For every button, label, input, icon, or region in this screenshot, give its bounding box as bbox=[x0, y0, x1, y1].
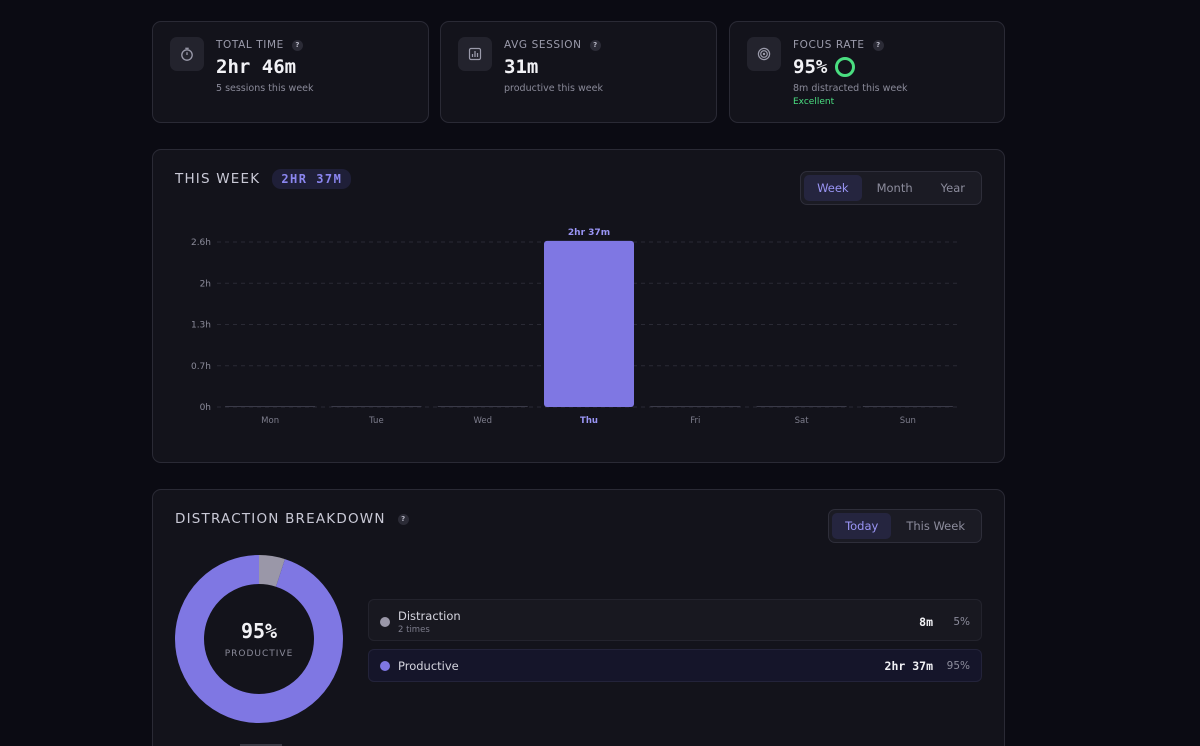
stopwatch-icon bbox=[170, 37, 204, 71]
focus-rating: Excellent bbox=[793, 97, 835, 107]
y-tick-label: 1.3h bbox=[191, 321, 211, 331]
scroll-indicator bbox=[240, 744, 282, 746]
focus-ring-icon bbox=[835, 57, 856, 77]
stat-sub: productive this week bbox=[504, 83, 603, 94]
x-tick-label: Sat bbox=[795, 416, 810, 426]
legend-name: Distraction bbox=[398, 609, 461, 623]
bar bbox=[862, 406, 953, 407]
stat-card-focus-rate: FOCUS RATE? 95% 8m distracted this week … bbox=[729, 21, 1005, 123]
distraction-dot bbox=[380, 617, 390, 627]
stat-label: FOCUS RATE bbox=[793, 39, 865, 51]
x-tick-label: Fri bbox=[690, 416, 700, 426]
weekly-chart-panel: THIS WEEK 2HR 37M Week Month Year 0h 0.7h… bbox=[152, 149, 1005, 463]
legend-name: Productive bbox=[398, 659, 459, 673]
y-tick-label: 2.6h bbox=[191, 238, 211, 248]
legend-time: 8m bbox=[919, 615, 933, 629]
bar bbox=[437, 406, 528, 407]
stat-card-avg-session: AVG SESSION? 31m productive this week bbox=[440, 21, 717, 123]
help-icon[interactable]: ? bbox=[397, 513, 409, 525]
donut-slice-productive bbox=[175, 555, 343, 723]
breakdown-panel: DISTRACTION BREAKDOWN ? Today This Week … bbox=[152, 489, 1005, 746]
legend-row-productive[interactable]: Productive 2hr 37m 95% bbox=[368, 649, 982, 682]
x-tick-label: Sun bbox=[900, 416, 916, 426]
tab-today[interactable]: Today bbox=[832, 513, 892, 539]
stat-value: 95% bbox=[793, 56, 828, 78]
x-tick-label: Wed bbox=[473, 416, 492, 426]
bar bbox=[331, 406, 422, 407]
legend-pct: 5% bbox=[953, 616, 970, 628]
weekly-bar-chart: 0h 0.7h 1.3h 2h 2.6h Mon Tue Wed 2hr 37m Thu Fri Sa… bbox=[191, 228, 961, 426]
help-icon[interactable]: ? bbox=[291, 39, 303, 51]
breakdown-donut: 95% PRODUCTIVE bbox=[175, 555, 343, 723]
help-icon[interactable]: ? bbox=[872, 39, 884, 51]
tab-week[interactable]: Week bbox=[804, 175, 862, 201]
legend-row-distraction[interactable]: Distraction 2 times 8m 5% bbox=[368, 599, 982, 641]
stat-sub: 8m distracted this week bbox=[793, 83, 908, 94]
stat-label: AVG SESSION bbox=[504, 39, 582, 51]
legend-time: 2hr 37m bbox=[884, 659, 933, 673]
stat-card-total-time: TOTAL TIME? 2hr 46m 5 sessions this week bbox=[152, 21, 429, 123]
x-tick-label: Tue bbox=[368, 416, 384, 426]
bar-chart-icon bbox=[458, 37, 492, 71]
period-selector: Today This Week bbox=[828, 509, 982, 543]
legend-sub: 2 times bbox=[398, 625, 430, 635]
bar bbox=[225, 406, 316, 407]
bar bbox=[544, 240, 634, 407]
tab-year[interactable]: Year bbox=[940, 181, 965, 195]
panel-title: DISTRACTION BREAKDOWN bbox=[175, 511, 386, 527]
week-total-badge: 2HR 37M bbox=[272, 169, 352, 189]
legend-pct: 95% bbox=[946, 660, 970, 672]
productive-dot bbox=[380, 661, 390, 671]
stat-sub: 5 sessions this week bbox=[216, 83, 314, 94]
stat-value: 2hr 46m bbox=[216, 56, 297, 78]
target-icon bbox=[747, 37, 781, 71]
bar bbox=[650, 406, 741, 407]
y-tick-label: 2h bbox=[200, 279, 211, 289]
y-tick-label: 0.7h bbox=[191, 362, 211, 372]
tab-month[interactable]: Month bbox=[876, 181, 913, 195]
help-icon[interactable]: ? bbox=[589, 39, 601, 51]
y-tick-label: 0h bbox=[200, 403, 211, 413]
donut-center-value: 95% bbox=[240, 619, 278, 643]
stat-value: 31m bbox=[504, 56, 539, 78]
range-selector: Week Month Year bbox=[800, 171, 982, 205]
bar bbox=[756, 406, 847, 407]
x-tick-label: Thu bbox=[580, 416, 598, 426]
tab-this-week[interactable]: This Week bbox=[906, 519, 965, 533]
stat-label: TOTAL TIME bbox=[216, 39, 284, 51]
bar-data-label: 2hr 37m bbox=[568, 228, 610, 238]
donut-center-label: PRODUCTIVE bbox=[224, 649, 294, 659]
x-tick-label: Mon bbox=[261, 416, 279, 426]
panel-title: THIS WEEK bbox=[175, 171, 261, 187]
